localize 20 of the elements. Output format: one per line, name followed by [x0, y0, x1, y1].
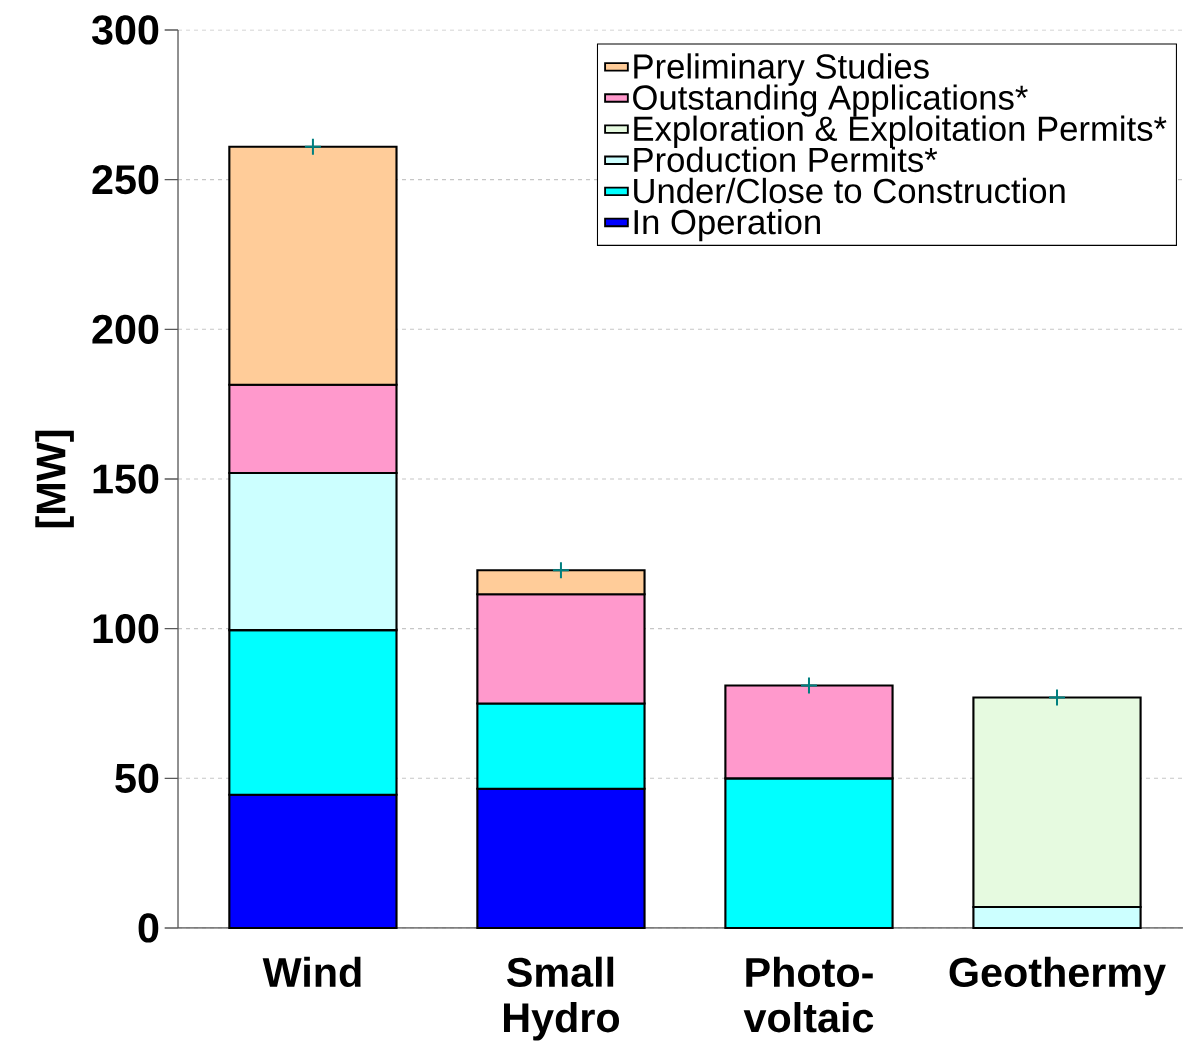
x-tick-label: Geothermy [949, 956, 1166, 996]
legend-label: Outstanding Applications* [633, 84, 1028, 117]
y-tick-label: 200 [92, 314, 159, 344]
y-tick-label: 150 [93, 464, 159, 494]
legend-label: In Operation [634, 208, 820, 242]
point [1048, 688, 1066, 707]
x-tick-label: Photo-voltaic [743, 956, 874, 1033]
y-axis-title: [MW] [35, 430, 74, 528]
legend-label: Production Permits* [634, 146, 938, 173]
point [551, 561, 570, 580]
x-tick-label: Small Hydro [504, 956, 620, 1041]
y-tick-label: 50 [115, 763, 159, 793]
y-tick-label: 250 [92, 165, 159, 195]
y-tick-label: 300 [91, 15, 159, 45]
point [799, 676, 818, 695]
x-tick-label: Wind [262, 956, 361, 988]
point [303, 137, 322, 156]
y-tick-label: 0 [138, 913, 159, 943]
y-tick-label: 100 [93, 614, 159, 644]
legend-label: Under/Close to Construction [634, 177, 1065, 204]
